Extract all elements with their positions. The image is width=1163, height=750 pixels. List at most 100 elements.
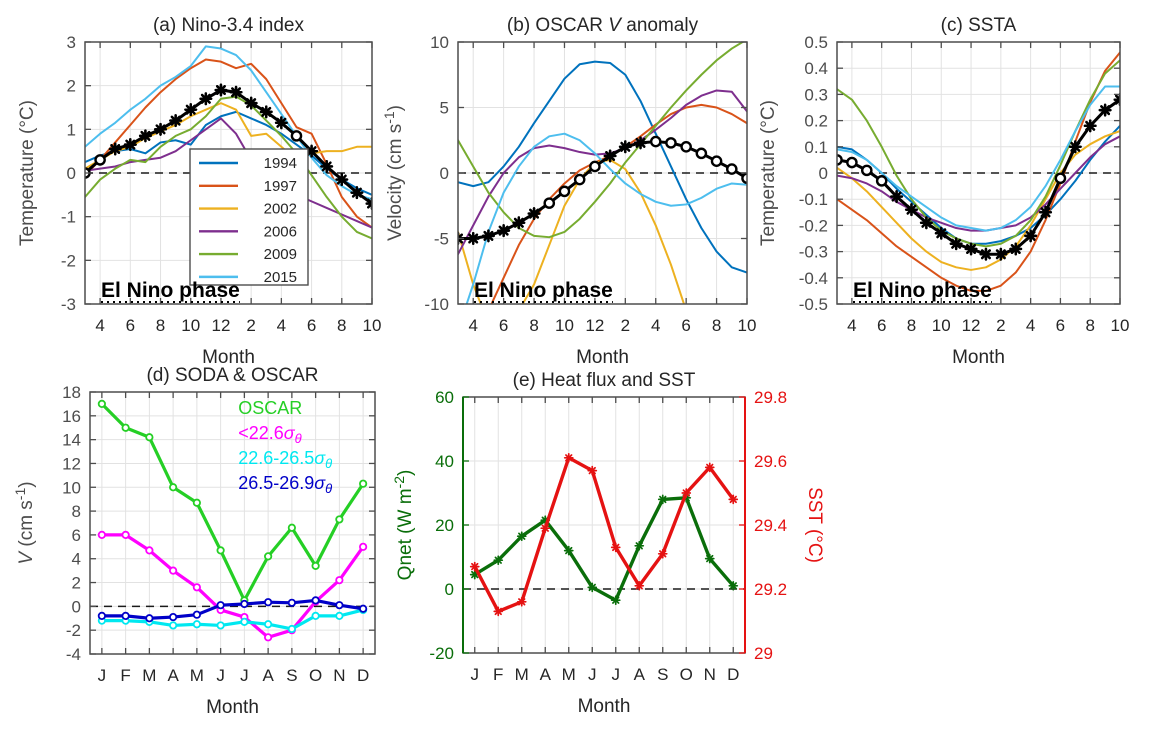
y-tick-label: 0 [440,164,449,183]
composite-marker [934,226,948,240]
x-tick-label: 10 [363,316,382,335]
x-tick-label: N [333,666,345,685]
panel-e-series [469,452,739,617]
x-tick-label: M [142,666,156,685]
series-2006 [85,117,372,229]
composite-marker [365,197,372,211]
composite-marker [1024,229,1038,243]
composite-marker [573,173,586,186]
point-marker [335,601,344,610]
composite-marker [123,138,137,152]
y-tick-label: 0.2 [804,112,828,131]
point-marker [587,582,598,593]
panel-c-ticks [837,41,1121,305]
x-tick-label: 6 [877,316,886,335]
point-marker [169,566,178,575]
legend: 1994 1997 2002 2006 2009 2015 [189,148,309,286]
x-tick-label: 6 [1056,316,1065,335]
composite-marker [320,159,334,173]
x-tick-label: 6 [307,316,316,335]
composite-marker [919,216,933,230]
y-tick-label: 5 [440,99,449,118]
composite-marker [184,103,198,117]
point-marker [335,515,344,524]
composite-marker [1039,205,1053,219]
panel-a-series [85,45,372,240]
x-tick-label: 4 [468,316,477,335]
point-marker [335,576,344,585]
composite-marker [558,185,571,198]
x-tick-label: J [216,666,225,685]
y-tick-label: 2 [67,77,76,96]
composite-marker [1009,242,1023,256]
point-marker [359,542,368,551]
composite-marker [244,96,258,110]
x-tick-label: O [309,666,322,685]
point-marker [287,523,296,532]
point-marker [657,548,668,559]
x-tick-label: 8 [907,316,916,335]
y-tick-label: -0.5 [799,295,828,314]
y-tick-label: 0.4 [804,59,828,78]
panel-e: J F M A M J J A S O N D-2002040602929.229.429.629.8… [391,370,825,717]
x-tick-label: 12 [962,316,981,335]
panel-c-tick-labels: 4 6 8 10 12 2 4 6 8 10 -0.5 -0.4 -0.3 -0.2 -0.1 0 0.1 0.2… [799,33,1130,335]
series-26.5-26.9-sigma-theta [97,596,368,623]
point-marker [610,542,621,553]
legend-item-label: 1997 [264,178,297,195]
composite-marker [259,105,273,119]
x-tick-label: 12 [211,316,230,335]
x-tick-label: 2 [621,316,630,335]
x-tick-label: S [286,666,297,685]
series-composite [458,135,747,246]
point-marker [516,531,527,542]
point-marker [657,494,668,505]
x-tick-label: 4 [277,316,286,335]
x-tick-label: 6 [126,316,135,335]
panel-e-ylabel: Qnet (W m-2) [391,470,416,581]
y-tick-label: 0.5 [804,33,828,52]
y-tick-label: 2 [72,574,81,593]
x-tick-label: O [680,665,693,684]
panel-b: 4 6 8 10 12 2 4 6 8 10 -10 -5 0 5 10 (b) OSCAR V anomal… [381,15,757,368]
x-tick-label: 12 [585,316,604,335]
y-tick-label: 14 [62,431,81,450]
x-tick-label: N [704,665,716,684]
legend-item-1997: 1997 [199,178,297,195]
x-tick-label: 10 [181,316,200,335]
composite-marker [543,197,556,209]
phase-annotation: El Nino phase [101,279,240,302]
series-<22.6-sigma-theta [97,530,368,642]
y2-tick-label: 29 [754,644,773,663]
y-tick-label: 0 [67,164,76,183]
x-tick-label: 8 [1085,316,1094,335]
y-tick-label: -2 [61,251,76,270]
y2-tick-label: 29.6 [754,452,787,471]
composite-marker [618,140,632,154]
series-2002 [837,130,1120,271]
point-marker [97,611,106,620]
point-marker [192,620,201,629]
point-marker [192,498,201,507]
composite-marker [964,242,978,256]
point-marker [121,530,130,540]
x-tick-label: 4 [1026,316,1035,335]
point-marker [516,596,527,607]
point-marker [97,530,106,540]
legend-item-2002: 2002 [199,201,297,218]
composite-marker [466,231,480,246]
panel-b-ylabel: Velocity (cm s-1) [381,105,406,241]
y-tick-label: -1 [61,208,76,227]
composite-marker [1098,103,1112,117]
composite-marker [680,140,692,153]
composite-marker [290,130,303,142]
panel-a-title: (a) Nino-3.4 index [153,15,305,36]
x-tick-label: 4 [95,316,104,335]
panel-a-ticks [85,41,373,305]
series-composite [837,93,1120,261]
panel-b-xlabel: Month [576,347,629,368]
y-tick-label: -0.2 [799,216,828,235]
